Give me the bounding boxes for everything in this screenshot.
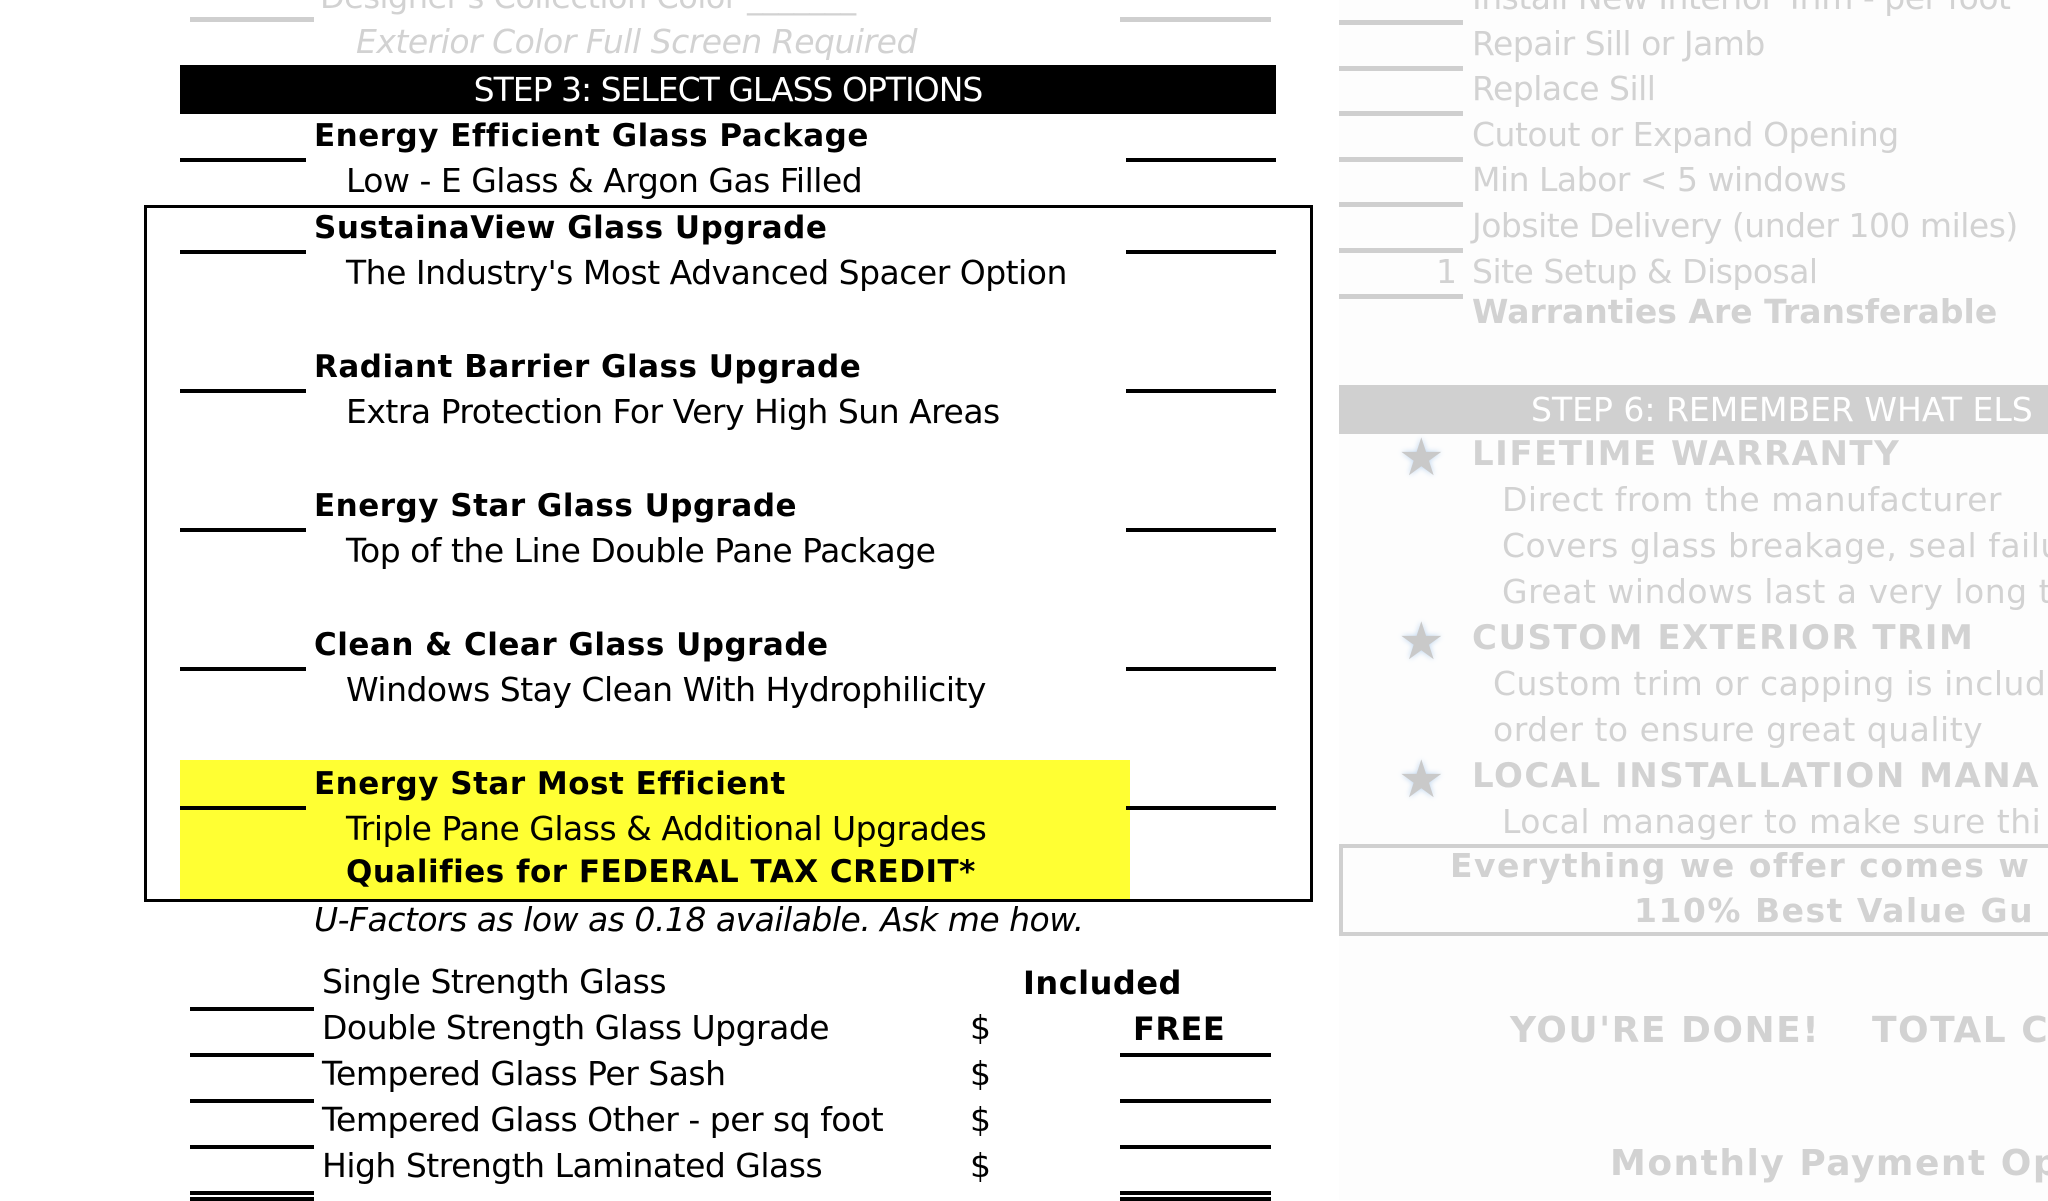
package-price-line[interactable] [1126,158,1276,162]
option-qty-line[interactable] [190,1007,314,1011]
option-qty-line[interactable] [190,1053,314,1057]
service-item: Install New Interior Trim - per foot [1472,0,2011,17]
star-icon: ★ [1398,428,1445,488]
package-price-line[interactable] [1126,250,1276,254]
service-item: Jobsite Delivery (under 100 miles) [1472,206,2018,245]
guarantee-box [1339,844,2048,936]
service-qty-line[interactable] [1339,293,1463,299]
option-label: High Strength Laminated Glass [322,1146,823,1185]
currency-symbol: $ [970,1100,991,1139]
package-qty-line[interactable] [180,158,306,162]
package-subtitle: Top of the Line Double Pane Package [346,531,936,570]
ufactor-note: U-Factors as low as 0.18 available. Ask … [314,900,1084,939]
package-subtitle: Windows Stay Clean With Hydrophilicity [346,670,986,709]
feature-title: CUSTOM EXTERIOR TRIM [1472,618,1975,658]
package-title: Clean & Clear Glass Upgrade [314,627,829,663]
package-price-line[interactable] [1126,528,1276,532]
package-qty-line[interactable] [180,667,306,671]
option-price: Included [1023,964,1182,1002]
service-qty-line[interactable] [1339,65,1463,71]
total-label: TOTAL C [1872,1010,2048,1051]
feature-line: Direct from the manufacturer [1502,480,2002,519]
service-qty-line[interactable] [1339,111,1463,117]
option-price: FREE [1133,1010,1226,1048]
package-subtitle: Low - E Glass & Argon Gas Filled [346,161,863,200]
package-subtitle: Triple Pane Glass & Additional Upgrades [346,809,987,848]
option-label: Double Strength Glass Upgrade [322,1008,830,1047]
package-subtitle: Extra Protection For Very High Sun Areas [346,392,1000,431]
highlight-most-efficient [180,760,1130,899]
feature-line: Local manager to make sure thi [1502,802,2042,841]
currency-symbol: $ [970,1008,991,1047]
package-title: Energy Efficient Glass Package [314,118,869,154]
designer-color-label: Designer's Collection Color _______ [320,0,856,16]
package-title: Radiant Barrier Glass Upgrade [314,349,862,385]
step6-header: STEP 6: REMEMBER WHAT ELS [1339,385,2048,434]
option-label: Tempered Glass Other - per sq foot [322,1100,884,1139]
option-price-line[interactable] [1120,1145,1271,1149]
option-label: Tempered Glass Per Sash [322,1054,726,1093]
package-note: Qualifies for FEDERAL TAX CREDIT* [346,854,976,890]
package-price-line[interactable] [1126,667,1276,671]
blank-line [1120,17,1271,22]
done-label: YOU'RE DONE! [1510,1010,1821,1051]
package-qty-line[interactable] [180,528,306,532]
step3-header: STEP 3: SELECT GLASS OPTIONS [180,65,1276,114]
service-item: Replace Sill [1472,69,1656,109]
service-item: Site Setup & Disposal [1472,251,1818,291]
package-title: Energy Star Most Efficient [314,766,786,802]
package-qty-line[interactable] [180,806,306,810]
service-item: Cutout or Expand Opening [1472,114,1899,154]
guarantee-line-2: 110% Best Value Gu [1634,891,2035,930]
exterior-note: Exterior Color Full Screen Required [356,22,917,61]
upgrade-box [144,205,1313,902]
guarantee-line-1: Everything we offer comes w [1450,846,2031,885]
package-title: Energy Star Glass Upgrade [314,488,798,524]
service-qty-line[interactable] [1339,20,1463,25]
blank-line [190,17,314,22]
monthly-payment-label: Monthly Payment Op [1610,1143,2048,1184]
option-qty-line[interactable] [190,1145,314,1149]
feature-line: order to ensure great quality [1493,710,1984,749]
option-qty-line[interactable] [190,1191,314,1195]
service-qty[interactable]: 1 [1436,251,1457,291]
package-title: SustainaView Glass Upgrade [314,210,828,246]
option-price-line[interactable] [1120,1197,1271,1201]
star-icon: ★ [1398,612,1445,672]
star-icon: ★ [1398,750,1445,810]
option-qty-line[interactable] [190,1197,314,1201]
feature-line: Custom trim or capping is includ [1493,664,2047,703]
feature-title: LIFETIME WARRANTY [1472,434,1901,474]
option-price-line[interactable] [1120,1191,1271,1195]
warranty-note: Warranties Are Transferable [1472,292,1998,331]
service-item: Min Labor < 5 windows [1472,160,1847,200]
service-qty-line[interactable] [1339,202,1463,208]
package-price-line[interactable] [1126,806,1276,810]
currency-symbol: $ [970,1054,991,1093]
package-subtitle: The Industry's Most Advanced Spacer Opti… [346,253,1067,292]
option-price-line[interactable] [1120,1099,1271,1103]
feature-title: LOCAL INSTALLATION MANA [1472,756,2041,796]
option-price-line[interactable] [1120,1053,1271,1057]
service-qty-line[interactable] [1339,248,1463,253]
service-item: Repair Sill or Jamb [1472,23,1765,63]
currency-symbol: $ [970,1146,991,1185]
service-qty-line[interactable] [1339,156,1463,162]
package-qty-line[interactable] [180,389,306,393]
right-panel [1339,0,2048,1200]
option-label: Single Strength Glass [322,962,667,1001]
feature-line: Great windows last a very long t [1502,572,2048,611]
feature-line: Covers glass breakage, seal failu [1502,526,2048,565]
package-qty-line[interactable] [180,250,306,254]
package-price-line[interactable] [1126,389,1276,393]
option-qty-line[interactable] [190,1099,314,1103]
